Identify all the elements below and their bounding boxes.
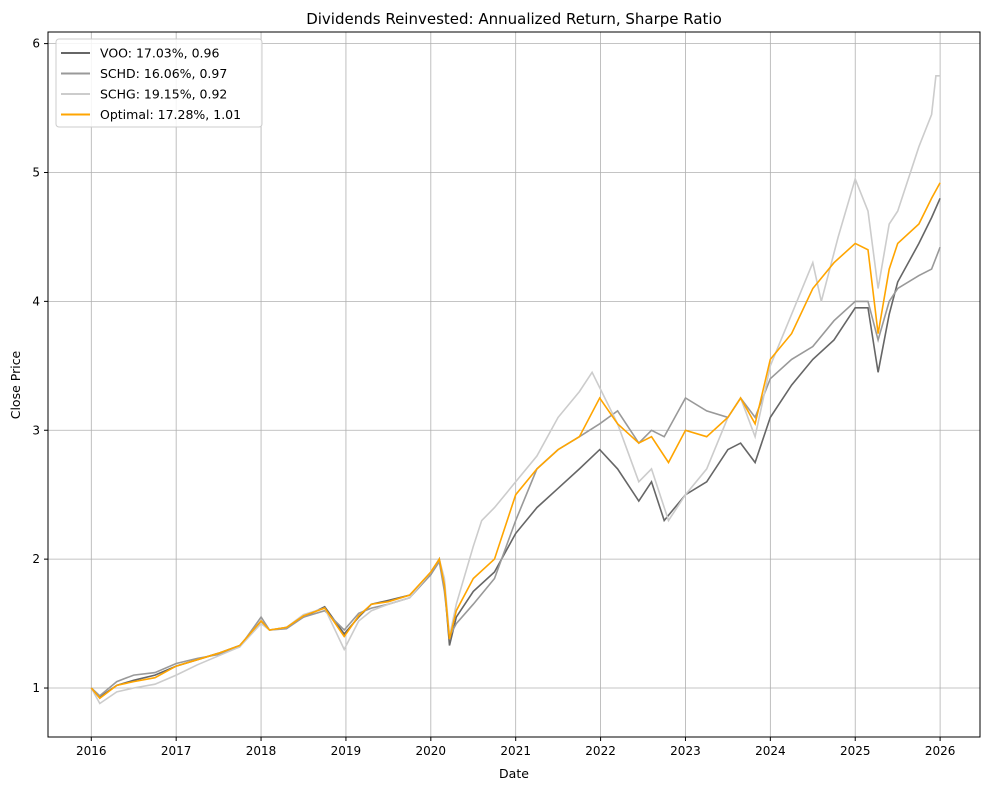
x-tick-label: 2017 [161, 744, 192, 758]
x-tick-label: 2026 [925, 744, 956, 758]
series-line-optimal [90, 182, 941, 700]
y-tick-label: 4 [32, 294, 40, 308]
x-tick-label: 2022 [585, 744, 616, 758]
ticks: 2016 2017 2018 2019 2020 2021 2022 2023 2024 2025… [32, 37, 955, 758]
grid [48, 32, 980, 737]
series-line-schd [90, 246, 941, 697]
x-tick-label: 2025 [840, 744, 871, 758]
x-tick-label: 2021 [500, 744, 531, 758]
series-lines [90, 75, 941, 705]
y-tick-label: 5 [32, 165, 40, 179]
x-tick-label: 2019 [331, 744, 362, 758]
series-line-schg [90, 75, 941, 705]
y-tick-label: 2 [32, 552, 40, 566]
x-tick-label: 2024 [755, 744, 786, 758]
legend-label: SCHG: 19.15%, 0.92 [100, 87, 227, 102]
chart-title: Dividends Reinvested: Annualized Return,… [306, 10, 722, 28]
x-tick-label: 2016 [76, 744, 107, 758]
y-tick-label: 6 [32, 37, 40, 51]
y-tick-label: 1 [32, 681, 40, 695]
y-tick-label: 3 [32, 423, 40, 437]
plot-frame [47, 31, 981, 738]
x-axis-label: Date [499, 766, 529, 781]
legend-box [55, 38, 263, 128]
y-axis-label: Close Price [8, 350, 23, 419]
x-tick-label: 2023 [670, 744, 701, 758]
x-tick-label: 2020 [416, 744, 447, 758]
legend-label: Optimal: 17.28%, 1.01 [100, 107, 241, 122]
legend-label: SCHD: 16.06%, 0.97 [100, 66, 227, 81]
legend-label: VOO: 17.03%, 0.96 [100, 46, 219, 61]
x-tick-label: 2018 [246, 744, 277, 758]
legend: VOO: 17.03%, 0.96 SCHD: 16.06%, 0.97 SCHG:… [55, 38, 263, 128]
